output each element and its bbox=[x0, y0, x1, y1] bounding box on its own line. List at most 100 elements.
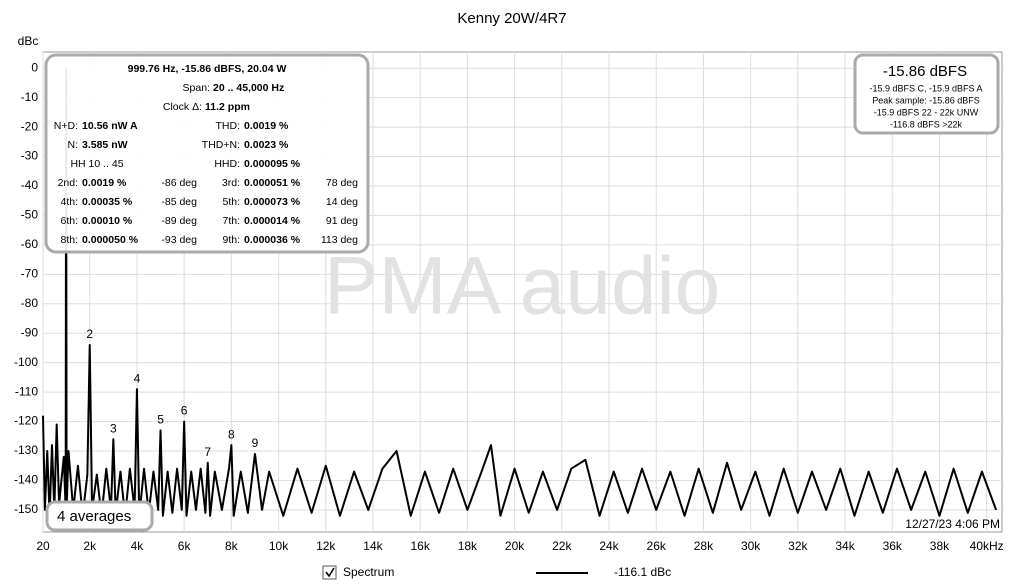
harmonic-label: 4 bbox=[134, 371, 141, 385]
level-line: -116.8 dBFS >22k bbox=[890, 119, 963, 129]
x-tick-label: 36k bbox=[883, 539, 903, 553]
y-tick-label: -150 bbox=[14, 502, 38, 516]
level-line: -15.9 dBFS 22 - 22k UNW bbox=[874, 107, 979, 117]
info-label: 2nd: bbox=[58, 177, 78, 189]
y-tick-label: -90 bbox=[21, 325, 39, 339]
x-tick-label: 16k bbox=[411, 539, 431, 553]
timestamp: 12/27/23 4:06 PM bbox=[905, 517, 1000, 531]
info-phase: -93 deg bbox=[161, 234, 197, 246]
spectrum-line bbox=[42, 67, 998, 517]
y-tick-label: -10 bbox=[21, 90, 39, 104]
harmonic-label: 5 bbox=[157, 413, 164, 427]
y-tick-label: -130 bbox=[14, 443, 38, 457]
info-value: 10.56 nW A bbox=[82, 120, 138, 132]
info-label: N: bbox=[68, 139, 79, 151]
harmonic-label: 8 bbox=[228, 427, 235, 441]
info-phase: 91 deg bbox=[326, 215, 358, 227]
harmonic-label: 3 bbox=[110, 421, 117, 435]
info-label: 5th: bbox=[222, 196, 240, 208]
info-value: 0.000014 % bbox=[244, 215, 301, 227]
x-tick-label: 34k bbox=[835, 539, 855, 553]
info-phase: 14 deg bbox=[326, 196, 358, 208]
info-label: HHD: bbox=[214, 158, 240, 170]
harmonic-label: 2 bbox=[86, 327, 93, 341]
level-panel: -15.86 dBFS -15.9 dBFS C, -15.9 dBFS A P… bbox=[853, 53, 1000, 135]
info-label: 3rd: bbox=[222, 177, 240, 189]
info-heading: 999.76 Hz, -15.86 dBFS, 20.04 W bbox=[128, 63, 287, 75]
y-tick-label: -100 bbox=[14, 355, 38, 369]
x-tick-label: 18k bbox=[458, 539, 478, 553]
info-label: Clock Δ: bbox=[163, 101, 202, 113]
info-value: 20 .. 45,000 Hz bbox=[213, 82, 284, 94]
watermark: PMA audio bbox=[324, 241, 721, 332]
info-value: 0.00010 % bbox=[82, 215, 133, 227]
info-value: 0.0023 % bbox=[244, 139, 289, 151]
y-tick-label: -20 bbox=[21, 119, 39, 133]
x-tick-label: 38k bbox=[930, 539, 950, 553]
x-tick-label: 4k bbox=[131, 539, 145, 553]
x-tick-label: 12k bbox=[316, 539, 336, 553]
info-value: 0.000036 % bbox=[244, 234, 301, 246]
y-tick-label: -40 bbox=[21, 178, 39, 192]
info-label: 9th: bbox=[222, 234, 240, 246]
level-line: Peak sample: -15.86 dBFS bbox=[872, 95, 980, 105]
y-tick-label: -140 bbox=[14, 473, 38, 487]
x-tick-label: 14k bbox=[363, 539, 383, 553]
info-value: 0.000051 % bbox=[244, 177, 301, 189]
info-phase: -89 deg bbox=[161, 215, 197, 227]
legend-value: -116.1 dBc bbox=[614, 565, 671, 579]
level-main: -15.86 dBFS bbox=[883, 63, 967, 80]
info-label: HH 10 .. 45 bbox=[70, 158, 123, 170]
info-label: 8th: bbox=[60, 234, 78, 246]
x-tick-label: 10k bbox=[269, 539, 289, 553]
info-value: 0.00035 % bbox=[82, 196, 133, 208]
harmonic-label: 7 bbox=[204, 445, 211, 459]
y-tick-label: -50 bbox=[21, 208, 39, 222]
x-tick-label: 40kHz bbox=[970, 539, 1004, 553]
info-phase: 113 deg bbox=[321, 234, 358, 246]
info-value: 11.2 ppm bbox=[205, 101, 250, 113]
info-label: 7th: bbox=[222, 215, 240, 227]
info-label: 4th: bbox=[60, 196, 78, 208]
x-tick-label: 30k bbox=[741, 539, 761, 553]
chart-title: Kenny 20W/4R7 bbox=[457, 10, 566, 27]
legend-label: Spectrum bbox=[343, 565, 394, 579]
info-label: THD: bbox=[216, 120, 241, 132]
info-label: 6th: bbox=[60, 215, 78, 227]
y-tick-label: -70 bbox=[21, 267, 39, 281]
info-value: 0.0019 % bbox=[82, 177, 127, 189]
x-tick-label: 8k bbox=[225, 539, 239, 553]
info-value: 3.585 nW bbox=[82, 139, 128, 151]
x-tick-label: 6k bbox=[178, 539, 192, 553]
info-phase: 78 deg bbox=[326, 177, 358, 189]
y-axis-label: dBc bbox=[18, 34, 39, 48]
y-tick-label: 0 bbox=[31, 60, 38, 74]
info-value: 0.000095 % bbox=[244, 158, 301, 170]
x-tick-label: 26k bbox=[647, 539, 667, 553]
y-tick-label: -80 bbox=[21, 296, 39, 310]
level-line: -15.9 dBFS C, -15.9 dBFS A bbox=[869, 83, 982, 93]
level-box bbox=[853, 53, 1000, 135]
averages-box bbox=[45, 500, 154, 532]
info-panel: 999.76 Hz, -15.86 dBFS, 20.04 W Span: 20… bbox=[44, 53, 370, 254]
info-value: 0.000073 % bbox=[244, 196, 301, 208]
info-phase: -85 deg bbox=[161, 196, 197, 208]
legend-checkbox[interactable] bbox=[322, 565, 337, 580]
x-tick-label: 28k bbox=[694, 539, 714, 553]
y-tick-label: -110 bbox=[15, 384, 38, 398]
info-label: N+D: bbox=[54, 120, 78, 132]
x-tick-label: 24k bbox=[599, 539, 619, 553]
x-tick-label: 22k bbox=[552, 539, 572, 553]
y-tick-label: -30 bbox=[21, 149, 39, 163]
y-tick-label: -60 bbox=[21, 237, 39, 251]
info-box bbox=[44, 53, 370, 254]
info-label: THD+N: bbox=[202, 139, 240, 151]
info-value: 0.0019 % bbox=[244, 120, 289, 132]
harmonic-label: 6 bbox=[181, 404, 188, 418]
harmonic-label: 9 bbox=[252, 436, 259, 450]
info-value: 0.000050 % bbox=[82, 234, 139, 246]
checkmark bbox=[325, 567, 335, 578]
x-tick-label: 20 bbox=[36, 539, 50, 553]
